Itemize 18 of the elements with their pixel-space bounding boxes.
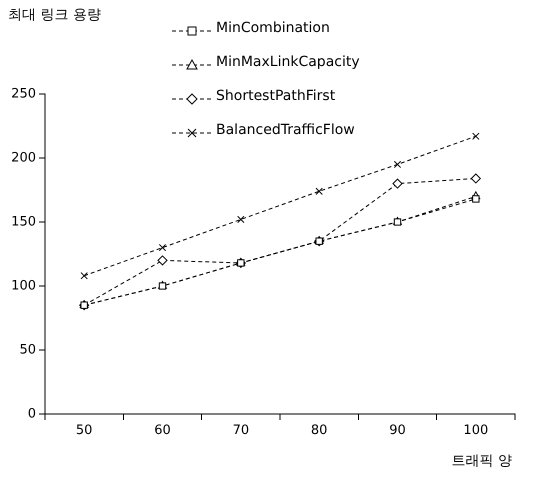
x-tick-label: 50 bbox=[76, 423, 92, 438]
x-tick-label: 70 bbox=[232, 423, 250, 438]
y-tick-label: 100 bbox=[11, 278, 36, 294]
legend-label: MinMaxLinkCapacity bbox=[216, 54, 360, 70]
x-tick-label: 80 bbox=[310, 423, 328, 438]
x-axis-title: 트래픽 양 bbox=[452, 452, 512, 470]
x-tick-label: 90 bbox=[389, 423, 406, 438]
legend-label: BalancedTrafficFlow bbox=[216, 122, 355, 138]
x-tick-label: 100 bbox=[463, 423, 488, 438]
legend-label: MinCombination bbox=[216, 20, 330, 36]
legend-label: ShortestPathFirst bbox=[216, 88, 336, 104]
y-axis-title: 최대 링크 용량 bbox=[8, 6, 101, 24]
y-tick-label: 200 bbox=[11, 150, 36, 166]
x-tick-label: 60 bbox=[154, 423, 171, 438]
y-tick-label: 50 bbox=[19, 342, 36, 358]
y-tick-label: 250 bbox=[11, 86, 36, 102]
y-tick-label: 0 bbox=[28, 406, 36, 422]
y-tick-label: 150 bbox=[11, 214, 36, 230]
